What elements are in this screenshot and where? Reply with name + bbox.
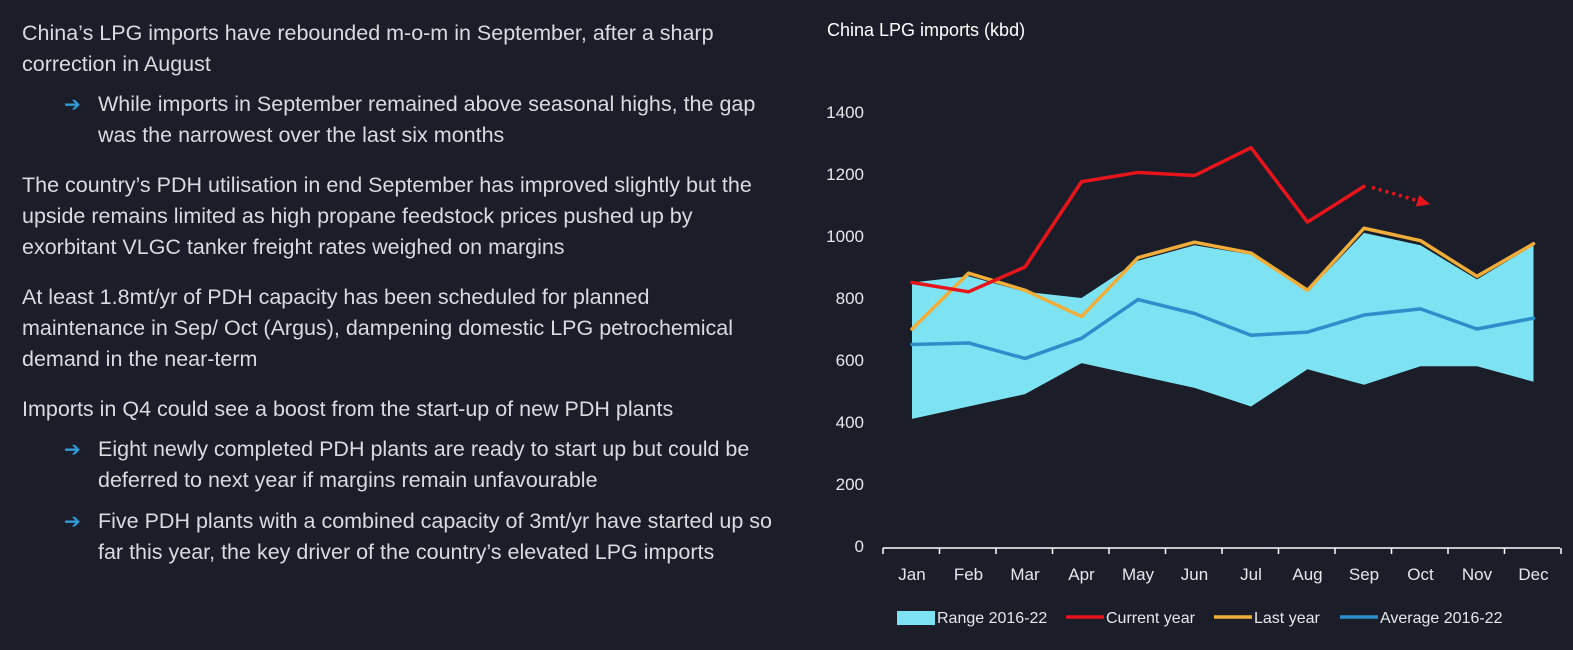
bullet-arrow-icon: ➔: [64, 92, 81, 116]
chart-svg: China LPG imports (kbd) Jan Feb Mar Apr May J…: [826, 20, 1562, 627]
paragraph-pdh-utilisation: The country’s PDH utilisation in end Sep…: [22, 173, 752, 259]
paragraph-imports-rebound: China’s LPG imports have rebounded m-o-m…: [22, 21, 714, 76]
chart-title: China LPG imports (kbd): [827, 20, 1025, 40]
x-tick-label: Jul: [1240, 565, 1262, 584]
chart-legend: Range 2016-22 Current year Last year Averag…: [897, 610, 1503, 627]
y-tick-label: 400: [836, 413, 864, 432]
x-tick-label: Oct: [1407, 565, 1434, 584]
last-year-line: [910, 226, 1536, 331]
bullet-seasonal-gap: ➔ While imports in September remained ab…: [22, 89, 772, 151]
legend-range-swatch: [897, 611, 935, 625]
axes: Jan Feb Mar Apr May Jun Jul Aug Sep Oct Nov Dec 0 200…: [826, 103, 1562, 584]
x-tick-label: Apr: [1068, 565, 1095, 584]
bullet-new-plants: ➔ Eight newly completed PDH plants are r…: [22, 434, 772, 496]
commentary-panel: China’s LPG imports have rebounded m-o-m…: [22, 18, 772, 587]
plot-area: [910, 145, 1536, 419]
y-tick-label: 0: [855, 537, 864, 556]
y-tick-label: 1000: [826, 227, 864, 246]
lpg-imports-chart: China LPG imports (kbd) Jan Feb Mar Apr May J…: [800, 0, 1573, 645]
legend-average-label: Average 2016-22: [1380, 610, 1503, 627]
paragraph-pdh-maintenance: At least 1.8mt/yr of PDH capacity has be…: [22, 285, 734, 371]
y-tick-label: 1200: [826, 165, 864, 184]
x-tick-label: Feb: [954, 565, 983, 584]
y-tick-label: 200: [836, 475, 864, 494]
x-tick-label: Mar: [1010, 565, 1040, 584]
legend-range-label: Range 2016-22: [937, 610, 1047, 627]
x-tick-label: Jun: [1181, 565, 1208, 584]
x-tick-label: May: [1122, 565, 1155, 584]
bullet-started-plants: ➔ Five PDH plants with a combined capaci…: [22, 506, 772, 568]
bullet-seasonal-gap-text: While imports in September remained abov…: [98, 92, 756, 147]
average-line: [910, 297, 1536, 361]
bullet-new-plants-text: Eight newly completed PDH plants are rea…: [98, 437, 750, 492]
x-tick-label: Aug: [1292, 565, 1322, 584]
x-tick-label: Sep: [1349, 565, 1379, 584]
legend-current-year-label: Current year: [1106, 610, 1196, 627]
bullet-arrow-icon: ➔: [64, 437, 81, 461]
paragraph-q4-outlook: Imports in Q4 could see a boost from the…: [22, 397, 674, 421]
y-tick-label: 1400: [826, 103, 864, 122]
x-tick-label: Dec: [1518, 565, 1549, 584]
x-tick-label: Jan: [898, 565, 925, 584]
current-year-line: [910, 145, 1366, 294]
x-tick-label: Nov: [1462, 565, 1493, 584]
projection-arrow-shaft: [1371, 185, 1423, 204]
bullet-arrow-icon: ➔: [64, 509, 81, 533]
legend-last-year-label: Last year: [1254, 610, 1320, 627]
y-tick-label: 800: [836, 289, 864, 308]
projection-arrowhead-icon: [1415, 194, 1430, 207]
y-tick-label: 600: [836, 351, 864, 370]
bullet-started-plants-text: Five PDH plants with a combined capacity…: [98, 509, 772, 564]
